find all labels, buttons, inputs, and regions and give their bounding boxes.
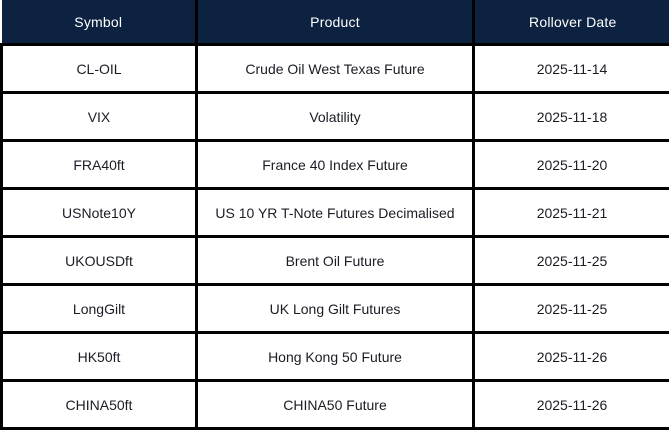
table-row: LongGilt UK Long Gilt Futures 2025-11-25 bbox=[2, 285, 669, 333]
header-row: Symbol Product Rollover Date bbox=[2, 0, 669, 45]
rollover-date-cell: 2025-11-25 bbox=[474, 237, 669, 285]
symbol-cell: VIX bbox=[2, 93, 197, 141]
table-row: FRA40ft France 40 Index Future 2025-11-2… bbox=[2, 141, 669, 189]
table-row: HK50ft Hong Kong 50 Future 2025-11-26 bbox=[2, 333, 669, 381]
table-row: CHINA50ft CHINA50 Future 2025-11-26 bbox=[2, 381, 669, 429]
rollover-date-cell: 2025-11-26 bbox=[474, 333, 669, 381]
product-cell: UK Long Gilt Futures bbox=[197, 285, 474, 333]
symbol-cell: UKOUSDft bbox=[2, 237, 197, 285]
rollover-date-cell: 2025-11-21 bbox=[474, 189, 669, 237]
rollover-date-cell: 2025-11-18 bbox=[474, 93, 669, 141]
rollover-date-cell: 2025-11-25 bbox=[474, 285, 669, 333]
symbol-cell: LongGilt bbox=[2, 285, 197, 333]
table-row: UKOUSDft Brent Oil Future 2025-11-25 bbox=[2, 237, 669, 285]
column-header-symbol: Symbol bbox=[2, 0, 197, 45]
table-row: USNote10Y US 10 YR T-Note Futures Decima… bbox=[2, 189, 669, 237]
table-row: CL-OIL Crude Oil West Texas Future 2025-… bbox=[2, 45, 669, 93]
symbol-cell: FRA40ft bbox=[2, 141, 197, 189]
product-cell: Hong Kong 50 Future bbox=[197, 333, 474, 381]
product-cell: France 40 Index Future bbox=[197, 141, 474, 189]
rollover-date-cell: 2025-11-14 bbox=[474, 45, 669, 93]
symbol-cell: CHINA50ft bbox=[2, 381, 197, 429]
column-header-product: Product bbox=[197, 0, 474, 45]
product-cell: Brent Oil Future bbox=[197, 237, 474, 285]
rollover-date-cell: 2025-11-20 bbox=[474, 141, 669, 189]
column-header-rollover-date: Rollover Date bbox=[474, 0, 669, 45]
product-cell: Volatility bbox=[197, 93, 474, 141]
symbol-cell: HK50ft bbox=[2, 333, 197, 381]
symbol-cell: USNote10Y bbox=[2, 189, 197, 237]
rollover-date-cell: 2025-11-26 bbox=[474, 381, 669, 429]
product-cell: CHINA50 Future bbox=[197, 381, 474, 429]
symbol-cell: CL-OIL bbox=[2, 45, 197, 93]
table-row: VIX Volatility 2025-11-18 bbox=[2, 93, 669, 141]
product-cell: Crude Oil West Texas Future bbox=[197, 45, 474, 93]
product-cell: US 10 YR T-Note Futures Decimalised bbox=[197, 189, 474, 237]
